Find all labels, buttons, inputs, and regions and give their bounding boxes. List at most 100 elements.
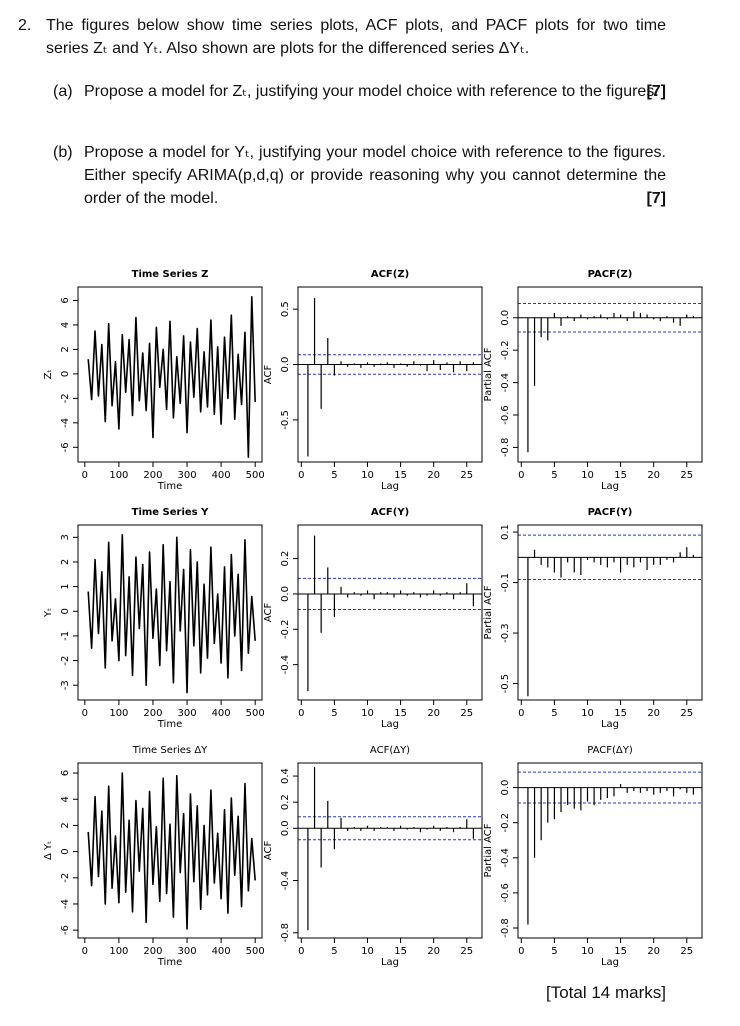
y-tick-label: 0.0: [280, 586, 291, 602]
x-tick-label: 5: [551, 470, 557, 481]
y-tick-label: 4: [60, 796, 71, 802]
chart-title: ACF(ΔY): [370, 745, 410, 756]
y-tick-label: 0.5: [280, 301, 291, 317]
plot-frame: [517, 286, 703, 463]
part-text: Propose a model for Yₜ, justifying your …: [84, 144, 666, 207]
x-tick-label: 0: [298, 946, 304, 957]
y-tick-label: -0.8: [500, 918, 511, 938]
x-tick-label: 5: [551, 708, 557, 719]
y-axis-label: Partial ACF: [483, 823, 494, 877]
x-tick-label: 0: [518, 708, 524, 719]
x-axis-label: Time: [157, 957, 182, 968]
x-tick-label: 0: [82, 946, 88, 957]
x-tick-label: 400: [212, 470, 231, 481]
x-axis-label: Lag: [381, 719, 399, 730]
x-tick-label: 10: [581, 470, 594, 481]
x-tick-label: 100: [109, 470, 128, 481]
y-tick-label: -6: [60, 442, 71, 452]
y-tick-label: -4: [60, 418, 71, 428]
y-tick-label: -3: [60, 680, 71, 690]
x-tick-label: 20: [647, 470, 660, 481]
x-tick-label: 100: [109, 946, 128, 957]
y-tick-label: 0.0: [500, 310, 511, 326]
part: (b) Propose a model for Yₜ, justifying y…: [53, 141, 666, 210]
plot-frame: [517, 524, 703, 701]
x-tick-label: 25: [460, 946, 473, 957]
x-tick-label: 5: [331, 946, 337, 957]
x-tick-label: 100: [109, 708, 128, 719]
y-tick-label: 0.2: [280, 551, 291, 567]
plot-frame: [77, 286, 263, 463]
y-tick-label: 2: [60, 559, 71, 565]
y-tick-label: -0.3: [500, 623, 511, 643]
figures: Time Series Z0 100 200 300 400 500-6-4-20246T…: [43, 269, 703, 968]
x-axis-label: Lag: [601, 957, 619, 968]
y-tick-label: -0.4: [500, 373, 511, 393]
question-number: 2.: [18, 17, 32, 34]
series-line: [87, 772, 256, 930]
x-tick-label: 0: [298, 708, 304, 719]
y-tick-label: -4: [60, 899, 71, 909]
x-tick-label: 20: [647, 708, 660, 719]
y-tick-label: -0.8: [500, 438, 511, 458]
y-axis-label: Δ Yₜ: [43, 841, 54, 860]
part-text: Propose a model for Zₜ, justifying your …: [84, 83, 659, 100]
plot-frame: [297, 524, 483, 701]
x-tick-label: 10: [581, 946, 594, 957]
x-tick-label: 20: [647, 946, 660, 957]
chart-title: PACF(ΔY): [587, 745, 633, 756]
x-tick-label: 500: [246, 470, 265, 481]
x-tick-label: 5: [551, 946, 557, 957]
y-tick-label: -0.5: [500, 674, 511, 694]
x-tick-label: 0: [82, 708, 88, 719]
part-marks: [7]: [646, 83, 666, 100]
part-label: (b): [53, 144, 73, 161]
x-tick-label: 500: [246, 946, 265, 957]
y-tick-label: 0.0: [280, 820, 291, 836]
y-tick-label: 0: [60, 608, 71, 614]
y-tick-label: -0.4: [500, 848, 511, 868]
y-tick-label: -2: [60, 656, 71, 666]
x-tick-label: 15: [394, 470, 407, 481]
series-line: [87, 534, 256, 694]
y-axis-label: Yₜ: [43, 608, 54, 618]
y-tick-label: 0: [60, 848, 71, 854]
y-tick-label: -0.2: [500, 813, 511, 833]
x-tick-label: 25: [460, 470, 473, 481]
chart-title: Time Series ΔY: [132, 745, 208, 756]
x-tick-label: 20: [427, 946, 440, 957]
part-label: (a): [53, 83, 73, 100]
x-axis-label: Lag: [601, 719, 619, 730]
plot-frame: [297, 762, 483, 939]
y-axis-label: Zₜ: [43, 370, 54, 380]
total-marks: [Total 14 marks]: [546, 983, 666, 1002]
x-tick-label: 15: [394, 946, 407, 957]
x-tick-label: 15: [614, 708, 627, 719]
y-tick-label: 0.2: [280, 794, 291, 810]
x-tick-label: 0: [518, 470, 524, 481]
x-tick-label: 25: [680, 708, 693, 719]
x-tick-label: 400: [212, 946, 231, 957]
x-axis-label: Time: [157, 481, 182, 492]
y-tick-label: 2: [60, 346, 71, 352]
x-axis-label: Lag: [381, 957, 399, 968]
y-tick-label: 3: [60, 534, 71, 540]
y-tick-label: 4: [60, 322, 71, 328]
y-tick-label: -6: [60, 925, 71, 935]
x-tick-label: 5: [331, 708, 337, 719]
y-tick-label: -1: [60, 631, 71, 641]
plot-frame: [517, 762, 703, 939]
x-tick-label: 25: [680, 946, 693, 957]
x-tick-label: 25: [460, 708, 473, 719]
x-axis-label: Time: [157, 719, 182, 730]
x-tick-label: 5: [331, 470, 337, 481]
question-text: The figures below show time series plots…: [46, 17, 666, 57]
y-tick-label: 0: [60, 371, 71, 377]
y-tick-label: -0.2: [280, 620, 291, 640]
chart-title: ACF(Z): [371, 269, 409, 280]
x-tick-label: 200: [143, 708, 162, 719]
x-axis-label: Lag: [601, 481, 619, 492]
y-tick-label: -2: [60, 873, 71, 883]
y-tick-label: 0.4: [280, 768, 291, 784]
plot-frame: [77, 524, 263, 701]
